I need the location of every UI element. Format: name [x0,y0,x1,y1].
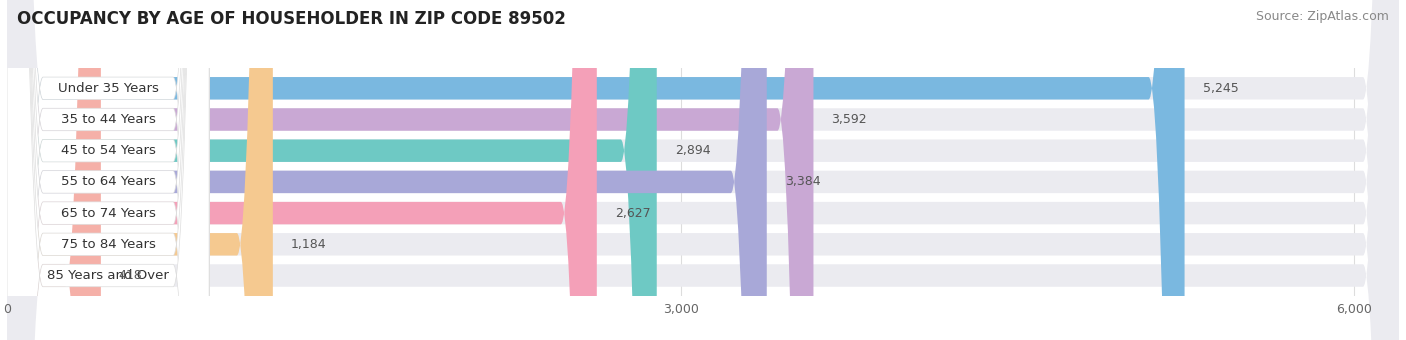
Text: 3,592: 3,592 [831,113,868,126]
FancyBboxPatch shape [7,0,1399,340]
FancyBboxPatch shape [7,0,657,340]
Text: 65 to 74 Years: 65 to 74 Years [60,207,156,220]
FancyBboxPatch shape [7,0,101,340]
Text: OCCUPANCY BY AGE OF HOUSEHOLDER IN ZIP CODE 89502: OCCUPANCY BY AGE OF HOUSEHOLDER IN ZIP C… [17,10,565,28]
FancyBboxPatch shape [7,0,1399,340]
FancyBboxPatch shape [7,0,1399,340]
FancyBboxPatch shape [7,0,1399,340]
FancyBboxPatch shape [7,0,1185,340]
Text: 2,627: 2,627 [614,207,651,220]
FancyBboxPatch shape [7,0,1399,340]
Text: 45 to 54 Years: 45 to 54 Years [60,144,156,157]
FancyBboxPatch shape [7,0,209,340]
FancyBboxPatch shape [7,0,273,340]
Text: 55 to 64 Years: 55 to 64 Years [60,175,156,188]
Text: 1,184: 1,184 [291,238,326,251]
Text: 75 to 84 Years: 75 to 84 Years [60,238,156,251]
Text: 35 to 44 Years: 35 to 44 Years [60,113,156,126]
Text: 85 Years and Over: 85 Years and Over [48,269,169,282]
FancyBboxPatch shape [7,0,209,340]
FancyBboxPatch shape [7,0,209,340]
FancyBboxPatch shape [7,0,814,340]
Text: 418: 418 [120,269,142,282]
FancyBboxPatch shape [7,0,209,340]
Text: Under 35 Years: Under 35 Years [58,82,159,95]
Text: 3,384: 3,384 [785,175,820,188]
FancyBboxPatch shape [7,0,1399,340]
Text: 2,894: 2,894 [675,144,710,157]
FancyBboxPatch shape [7,0,596,340]
FancyBboxPatch shape [7,0,209,340]
FancyBboxPatch shape [7,0,766,340]
FancyBboxPatch shape [7,0,1399,340]
Text: 5,245: 5,245 [1202,82,1239,95]
FancyBboxPatch shape [7,0,209,340]
Text: Source: ZipAtlas.com: Source: ZipAtlas.com [1256,10,1389,23]
FancyBboxPatch shape [7,0,209,340]
